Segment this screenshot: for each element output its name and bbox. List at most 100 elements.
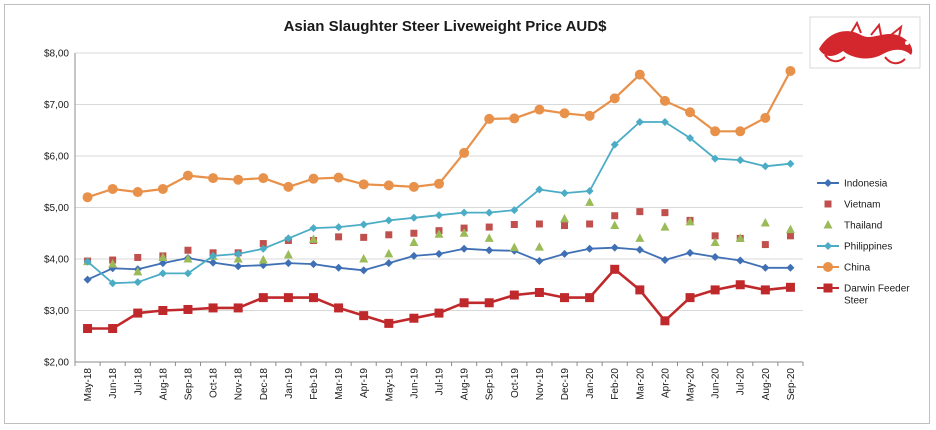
y-tick-label: $6,00: [44, 152, 69, 163]
data-point-philippines: [234, 249, 243, 258]
legend-marker: [824, 242, 832, 250]
data-point-darwin-feeder-steer: [434, 308, 444, 318]
data-point-philippines: [259, 244, 268, 253]
data-point-thailand: [760, 217, 770, 227]
legend: Indonesia Vietnam Thailand Philippines China…: [817, 179, 910, 307]
data-point-philippines: [183, 269, 192, 278]
data-point-vietnam: [510, 220, 518, 228]
data-point-thailand: [484, 233, 494, 242]
data-point-thailand: [610, 220, 620, 230]
data-point-darwin-feeder-steer: [534, 287, 544, 297]
data-point-philippines: [736, 156, 745, 165]
data-point-vietnam: [786, 232, 794, 240]
legend-label: Philippines: [844, 242, 892, 253]
data-point-vietnam: [410, 229, 418, 237]
series-china: [82, 66, 796, 203]
x-tick-label: Sep-18: [183, 368, 194, 401]
x-tick-label: Jan-19: [284, 368, 295, 399]
legend-label: China: [844, 263, 871, 274]
data-point-indonesia: [736, 256, 745, 265]
data-point-darwin-feeder-steer: [359, 311, 369, 321]
x-tick-label: Jun-20: [711, 368, 722, 399]
data-point-indonesia: [786, 263, 795, 272]
legend-item-vietnam: Vietnam: [824, 200, 881, 211]
data-point-indonesia: [359, 266, 368, 275]
data-point-darwin-feeder-steer: [233, 303, 243, 313]
legend-item-china: China: [817, 262, 871, 274]
data-point-vietnam: [661, 209, 669, 217]
data-point-darwin-feeder-steer: [660, 316, 670, 326]
data-point-china: [383, 180, 394, 191]
series-thailand: [83, 197, 795, 276]
data-point-china: [233, 174, 244, 185]
data-point-thailand: [660, 222, 670, 231]
data-point-thailand: [785, 224, 795, 234]
data-point-thailand: [233, 254, 243, 263]
data-point-darwin-feeder-steer: [710, 285, 720, 295]
data-point-thailand: [308, 234, 318, 243]
legend-item-indonesia: Indonesia: [817, 179, 888, 190]
x-tick-label: Jun-19: [409, 368, 420, 399]
data-point-indonesia: [485, 246, 494, 255]
data-point-philippines: [435, 211, 443, 220]
x-tick-label: Dec-18: [259, 368, 270, 401]
x-tick-label: Sep-20: [786, 368, 797, 401]
data-point-darwin-feeder-steer: [308, 293, 318, 303]
data-point-philippines: [460, 208, 469, 217]
data-point-darwin-feeder-steer: [760, 285, 770, 295]
data-point-thailand: [108, 259, 118, 268]
data-point-philippines: [359, 220, 368, 229]
data-point-indonesia: [585, 244, 594, 253]
data-point-vietnam: [184, 246, 192, 254]
x-tick-label: Jul-19: [435, 368, 446, 396]
data-point-philippines: [585, 187, 594, 196]
data-point-vietnam: [761, 241, 769, 249]
data-point-china: [182, 170, 193, 181]
data-point-thailand: [585, 197, 595, 206]
data-point-indonesia: [761, 263, 770, 272]
data-point-philippines: [510, 206, 519, 215]
data-point-darwin-feeder-steer: [384, 318, 394, 328]
data-point-philippines: [635, 118, 644, 127]
data-point-china: [785, 66, 796, 77]
data-point-philippines: [108, 279, 117, 288]
data-point-vietnam: [259, 240, 267, 248]
data-point-darwin-feeder-steer: [334, 303, 344, 313]
data-point-china: [710, 126, 721, 137]
x-tick-label: May-18: [83, 368, 94, 402]
data-point-indonesia: [560, 249, 569, 258]
data-point-darwin-feeder-steer: [258, 293, 268, 303]
data-point-china: [358, 179, 369, 190]
data-point-darwin-feeder-steer: [635, 285, 645, 295]
x-tick-label: Aug-19: [460, 368, 471, 401]
data-point-darwin-feeder-steer: [509, 290, 519, 300]
data-point-thailand: [359, 254, 369, 263]
data-point-vietnam: [586, 220, 594, 228]
data-point-vietnam: [636, 208, 644, 216]
data-point-indonesia: [635, 245, 644, 254]
price-line-chart: Asian Slaughter Steer Liveweight Price A…: [44, 16, 921, 402]
data-point-vietnam: [535, 220, 543, 228]
y-tick-label: $7,00: [44, 100, 69, 111]
legend-marker: [823, 220, 833, 229]
data-point-philippines: [485, 208, 494, 217]
x-tick-label: Aug-18: [158, 368, 169, 401]
data-point-vietnam: [134, 253, 142, 261]
data-point-philippines: [209, 251, 218, 260]
data-point-indonesia: [686, 248, 695, 257]
data-point-china: [107, 183, 118, 194]
data-point-philippines: [133, 278, 142, 287]
data-point-china: [659, 95, 670, 106]
data-point-darwin-feeder-steer: [484, 298, 494, 308]
data-point-china: [735, 126, 746, 137]
series-philippines: [83, 118, 795, 288]
data-point-china: [509, 113, 520, 124]
data-point-china: [283, 181, 294, 192]
data-point-china: [459, 147, 470, 158]
data-point-thailand: [258, 255, 268, 264]
data-point-darwin-feeder-steer: [108, 324, 118, 334]
data-point-china: [258, 173, 269, 184]
data-point-thailand: [434, 229, 444, 238]
dragon-logo: [809, 16, 921, 69]
x-tick-label: Jun-18: [108, 368, 119, 399]
